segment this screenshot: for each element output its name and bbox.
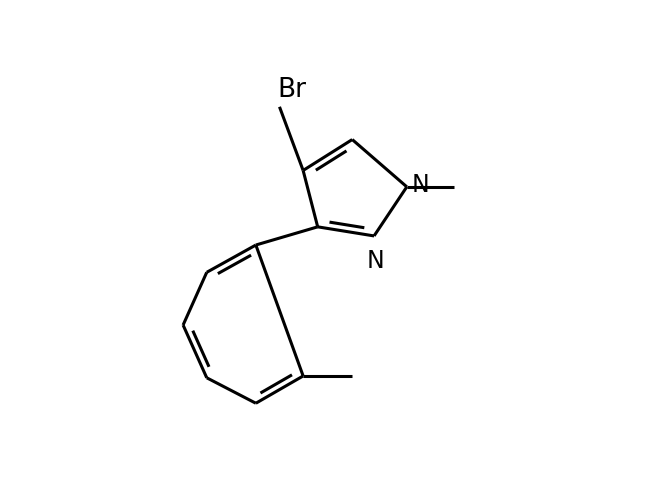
Text: Br: Br <box>278 77 306 103</box>
Text: N: N <box>367 248 385 273</box>
Text: N: N <box>411 173 429 197</box>
